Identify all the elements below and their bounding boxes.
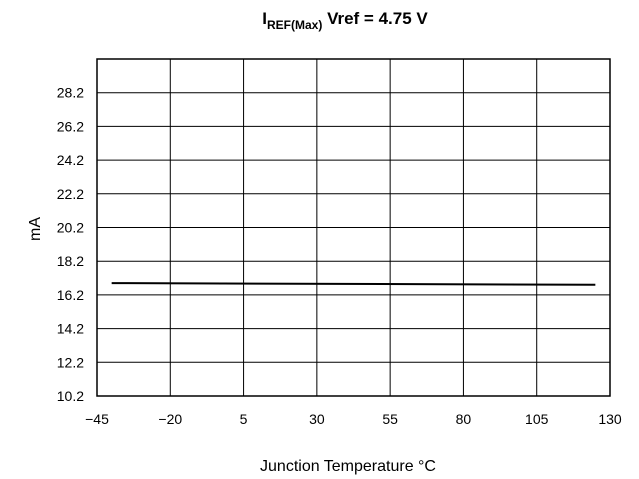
chart-title-main: I	[262, 9, 267, 28]
series-line	[111, 282, 596, 286]
y-axis-title: mA	[27, 217, 44, 241]
y-tick-label: 28.2	[57, 85, 84, 101]
y-tick-label: 24.2	[57, 152, 84, 168]
y-tick-label: 22.2	[57, 186, 84, 202]
y-tick-labels: 10.2 12.2 14.2 16.2 18.2 20.2 22.2 24.2 26.2 28.2	[57, 85, 84, 404]
x-tick-label: 105	[525, 411, 549, 427]
series-layer	[111, 282, 596, 286]
grid	[97, 59, 610, 396]
y-tick-label: 18.2	[57, 253, 84, 269]
chart-title: IREF(Max) Vref = 4.75 V	[262, 9, 428, 32]
x-tick-label: −45	[85, 411, 109, 427]
y-tick-label: 10.2	[57, 388, 84, 404]
y-tick-label: 12.2	[57, 354, 84, 370]
x-tick-label: 30	[309, 411, 325, 427]
x-tick-label: −20	[158, 411, 182, 427]
x-tick-label: 55	[382, 411, 398, 427]
y-tick-label: 16.2	[57, 287, 84, 303]
chart-title-rest: Vref = 4.75 V	[322, 9, 428, 28]
plot-frame	[96, 58, 611, 397]
x-axis-title: Junction Temperature °C	[260, 458, 436, 475]
chart-title-subscript: REF(Max)	[267, 18, 322, 32]
y-tick-label: 14.2	[57, 321, 84, 337]
x-tick-label: 80	[456, 411, 472, 427]
x-tick-labels: −45 −20 5 30 55 80 105 130	[85, 411, 622, 427]
x-tick-label: 5	[240, 411, 248, 427]
plot-frame-layer	[96, 58, 611, 397]
x-tick-label: 130	[598, 411, 622, 427]
y-tick-label: 26.2	[57, 118, 84, 134]
y-tick-label: 20.2	[57, 220, 84, 236]
